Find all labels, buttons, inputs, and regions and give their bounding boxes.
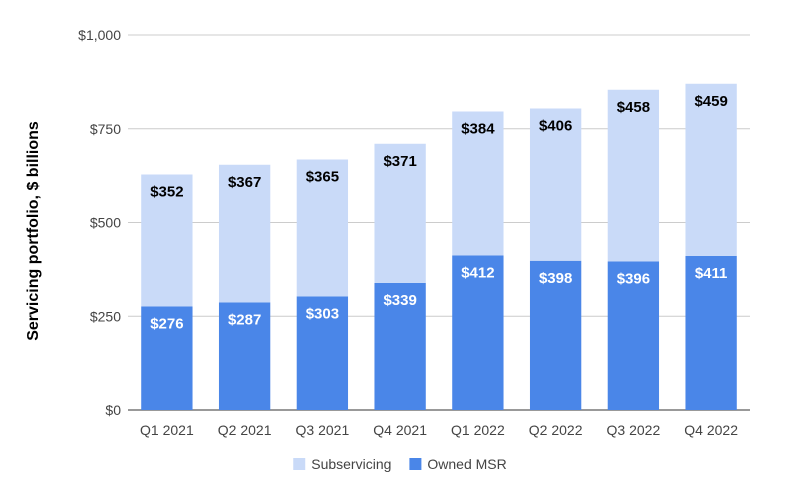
bar-data-label: $339 <box>383 292 416 309</box>
bar-subservicing <box>374 143 426 283</box>
bar-owned-msr <box>296 296 349 410</box>
x-tick-label: Q2 2022 <box>529 422 583 438</box>
y-axis-tick-labels: $0 $250 $500 $750 $1,000 <box>78 27 121 418</box>
bar-data-label: $412 <box>461 265 494 282</box>
legend: Subservicing Owned MSR <box>293 456 507 472</box>
bars: $276 $352 $287 $367 $303 $365 $339 $371 $412 $384… <box>141 83 737 410</box>
bar-owned-msr <box>529 260 582 410</box>
bar-data-label: $371 <box>383 153 416 170</box>
bar-owned-msr <box>218 302 271 410</box>
bar-data-label: $287 <box>228 311 261 328</box>
y-tick-label: $0 <box>105 402 121 418</box>
bar-data-label: $406 <box>539 118 572 135</box>
y-tick-label: $750 <box>90 121 121 137</box>
bar-data-label: $411 <box>695 265 728 282</box>
y-tick-label: $250 <box>90 308 121 324</box>
y-tick-label: $500 <box>90 215 121 231</box>
bar-owned-msr <box>685 255 737 410</box>
legend-label: Subservicing <box>311 456 391 472</box>
bar-data-label: $367 <box>228 174 261 191</box>
bar-subservicing <box>218 164 271 303</box>
x-tick-label: Q4 2021 <box>373 422 427 438</box>
bar-subservicing <box>607 89 660 262</box>
x-tick-label: Q2 2021 <box>218 422 272 438</box>
x-axis-tick-labels: Q1 2021 Q2 2021 Q3 2021 Q4 2021 Q1 2022 Q2 20… <box>140 422 738 438</box>
bar-subservicing <box>685 83 737 256</box>
legend-swatch <box>293 458 306 470</box>
legend-swatch <box>409 458 422 470</box>
x-tick-label: Q4 2022 <box>684 422 738 438</box>
bar-owned-msr <box>607 261 660 410</box>
bar-subservicing <box>141 174 193 307</box>
bar-data-label: $398 <box>539 270 572 287</box>
bar-data-label: $384 <box>461 121 495 138</box>
legend-label: Owned MSR <box>427 456 506 472</box>
bar-data-label: $276 <box>150 316 183 333</box>
bar-data-label: $352 <box>150 184 183 201</box>
bar-data-label: $459 <box>694 93 727 110</box>
x-tick-label: Q3 2021 <box>296 422 350 438</box>
bar-owned-msr <box>141 306 193 410</box>
bar-subservicing <box>452 111 504 256</box>
y-axis-title: Servicing portfolio, $ billions <box>25 121 42 341</box>
bar-subservicing <box>529 108 582 261</box>
bar-subservicing <box>296 159 349 297</box>
x-tick-label: Q1 2021 <box>140 422 194 438</box>
bar-data-label: $303 <box>306 305 339 322</box>
y-tick-label: $1,000 <box>78 27 121 43</box>
bar-data-label: $458 <box>617 99 650 116</box>
bar-data-label: $365 <box>306 169 339 186</box>
bar-owned-msr <box>374 282 426 410</box>
bar-owned-msr <box>452 255 504 410</box>
x-tick-label: Q1 2022 <box>451 422 505 438</box>
bar-data-label: $396 <box>617 271 650 288</box>
x-tick-label: Q3 2022 <box>607 422 661 438</box>
